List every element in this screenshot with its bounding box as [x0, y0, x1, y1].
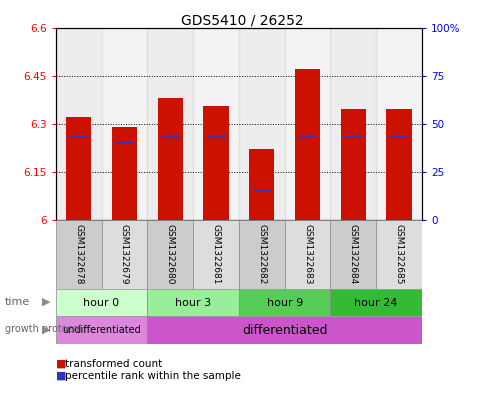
Bar	[330, 289, 421, 316]
Text: hour 0: hour 0	[83, 298, 120, 308]
Bar	[253, 190, 270, 192]
Bar	[147, 220, 193, 289]
Text: GSM1322680: GSM1322680	[166, 224, 174, 285]
Bar	[238, 220, 284, 289]
Text: GSM1322678: GSM1322678	[74, 224, 83, 285]
Bar	[161, 136, 179, 138]
Bar	[298, 136, 316, 138]
Bar	[340, 109, 365, 220]
Bar	[56, 220, 101, 289]
Text: time: time	[5, 297, 30, 307]
Bar	[101, 220, 147, 289]
Text: hour 9: hour 9	[266, 298, 302, 308]
Text: hour 24: hour 24	[354, 298, 397, 308]
Bar	[386, 109, 411, 220]
Text: differentiated: differentiated	[242, 323, 327, 337]
Text: growth protocol: growth protocol	[5, 324, 81, 334]
Bar	[238, 289, 330, 316]
Text: undifferentiated: undifferentiated	[62, 325, 141, 335]
Bar	[330, 220, 376, 289]
Text: GSM1322684: GSM1322684	[348, 224, 357, 285]
Bar	[147, 289, 238, 316]
Bar	[66, 118, 91, 220]
Bar	[147, 28, 193, 220]
Bar	[147, 316, 421, 344]
Text: GSM1322685: GSM1322685	[394, 224, 403, 285]
Bar	[193, 28, 238, 220]
Bar	[70, 136, 87, 138]
Bar	[56, 289, 147, 316]
Bar	[284, 28, 330, 220]
Bar	[115, 142, 133, 144]
Text: ▶: ▶	[42, 324, 50, 334]
Bar	[101, 28, 147, 220]
Text: ■: ■	[56, 358, 66, 369]
Bar	[344, 136, 362, 138]
Bar	[112, 127, 137, 220]
Bar	[157, 98, 182, 220]
Text: GDS5410 / 26252: GDS5410 / 26252	[181, 14, 303, 28]
Bar	[390, 136, 407, 138]
Bar	[376, 28, 421, 220]
Bar	[249, 149, 274, 220]
Bar	[238, 28, 284, 220]
Bar	[207, 136, 224, 138]
Bar	[56, 316, 147, 344]
Text: ■: ■	[56, 371, 66, 381]
Text: GSM1322681: GSM1322681	[211, 224, 220, 285]
Bar	[330, 28, 376, 220]
Bar	[376, 220, 421, 289]
Bar	[284, 220, 330, 289]
Text: GSM1322679: GSM1322679	[120, 224, 129, 285]
Bar	[294, 69, 319, 220]
Text: GSM1322682: GSM1322682	[257, 224, 266, 285]
Text: hour 3: hour 3	[175, 298, 211, 308]
Bar	[203, 106, 228, 220]
Text: transformed count: transformed count	[65, 358, 163, 369]
Text: GSM1322683: GSM1322683	[302, 224, 311, 285]
Bar	[56, 28, 101, 220]
Text: ▶: ▶	[42, 297, 50, 307]
Bar	[193, 220, 238, 289]
Text: percentile rank within the sample: percentile rank within the sample	[65, 371, 241, 381]
